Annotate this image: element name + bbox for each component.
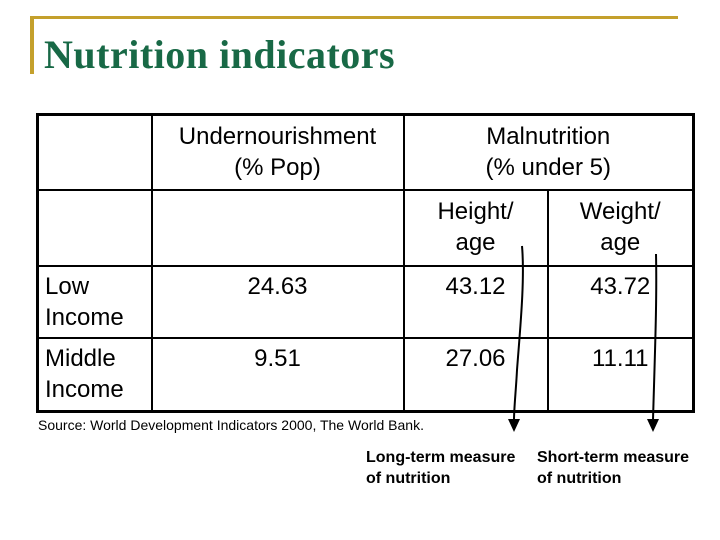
undernourishment-header: Undernourishment (% Pop) [150, 113, 405, 191]
malnutrition-header: Malnutrition (% under 5) [402, 113, 695, 191]
long-term-annotation-line2: of nutrition [366, 470, 451, 487]
row-label-line2: Income [45, 375, 124, 403]
short-term-arrowhead [647, 419, 659, 432]
row-label-line1: Low [45, 272, 90, 300]
corner-cell [36, 113, 153, 191]
short-term-annotation-line2: of nutrition [537, 470, 622, 487]
short-term-annotation-line1: Short-term measure [537, 449, 690, 466]
weight-age-header-line2: age [600, 228, 641, 256]
malnutrition-header-line2: (% under 5) [485, 154, 611, 181]
cell-middle-undernourishment: 9.51 [150, 336, 405, 413]
page-title: Nutrition indicators [44, 32, 396, 77]
height-age-header-line2: age [455, 228, 496, 256]
height-age-header: Height/ age [402, 188, 549, 267]
long-term-annotation: Long-term measure of nutrition [366, 447, 515, 489]
cell-low-weight-age: 43.72 [546, 264, 695, 339]
row-label-line2: Income [45, 303, 124, 331]
weight-age-header: Weight/ age [546, 188, 695, 267]
cell-low-height-age: 43.12 [402, 264, 549, 339]
table-row-middle-income: Middle Income 9.51 27.06 11.11 [36, 336, 695, 413]
long-term-annotation-line1: Long-term measure [366, 449, 516, 466]
height-age-header-line1: Height/ [437, 197, 514, 225]
short-term-annotation: Short-term measure of nutrition [537, 447, 689, 489]
row-label-line1: Middle [45, 344, 116, 372]
row-label-middle-income: Middle Income [36, 336, 153, 413]
row-label-low-income: Low Income [36, 264, 153, 339]
source-note: Source: World Development Indicators 200… [38, 417, 424, 433]
nutrition-table: Undernourishment (% Pop) Malnutrition (%… [36, 113, 695, 413]
title-accent-line [30, 16, 678, 19]
weight-age-header-line1: Weight/ [579, 197, 661, 225]
empty-cell [36, 188, 153, 267]
title-accent-bar [30, 16, 34, 74]
cell-middle-weight-age: 11.11 [546, 336, 695, 413]
malnutrition-header-line1: Malnutrition [486, 123, 611, 150]
table-header-row-2: Height/ age Weight/ age [36, 188, 695, 267]
table-header-row-1: Undernourishment (% Pop) Malnutrition (%… [36, 113, 695, 191]
undernourishment-header-line1: Undernourishment [178, 123, 377, 150]
long-term-arrowhead [508, 419, 520, 432]
undernourishment-header-line2: (% Pop) [234, 154, 321, 181]
cell-low-undernourishment: 24.63 [150, 264, 405, 339]
table-row-low-income: Low Income 24.63 43.12 43.72 [36, 264, 695, 339]
empty-cell [150, 188, 405, 267]
cell-middle-height-age: 27.06 [402, 336, 549, 413]
